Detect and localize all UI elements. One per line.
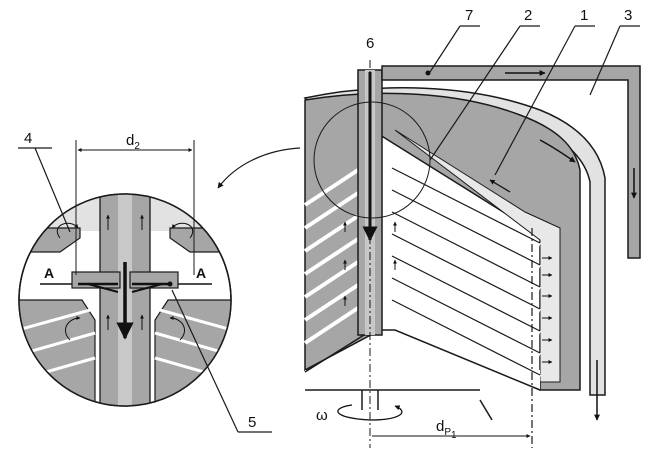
- detail-leader-arrow: [217, 147, 301, 189]
- right-disc-stack: [391, 168, 541, 379]
- dp-label: dP1: [436, 418, 457, 441]
- callout-4: 4: [24, 130, 32, 147]
- outlet-pipe: [381, 65, 641, 259]
- main-separator-assembly: ω dP1: [303, 60, 641, 448]
- d2-label: d2: [126, 132, 140, 152]
- callouts: [18, 25, 640, 433]
- detail-view: d2 A A: [18, 132, 232, 407]
- callout-2: 2: [524, 7, 532, 24]
- omega-label: ω: [316, 407, 328, 424]
- bowl-bottom: [305, 370, 540, 390]
- bowl-inner-space: [394, 129, 561, 383]
- base-skirt: [479, 399, 493, 421]
- left-disc-stack: [303, 168, 360, 345]
- outflow-arrows: [542, 256, 553, 364]
- rotation-arrow: [337, 404, 403, 421]
- cone-bottom: [304, 329, 541, 391]
- callout-3: 3: [624, 7, 632, 24]
- callout-7: 7: [465, 7, 473, 24]
- section-mark-a-right: A: [196, 265, 206, 281]
- section-mark-a-left: A: [44, 265, 54, 281]
- callout-1: 1: [580, 7, 588, 24]
- callout-6: 6: [366, 35, 374, 52]
- callout-5: 5: [248, 414, 256, 431]
